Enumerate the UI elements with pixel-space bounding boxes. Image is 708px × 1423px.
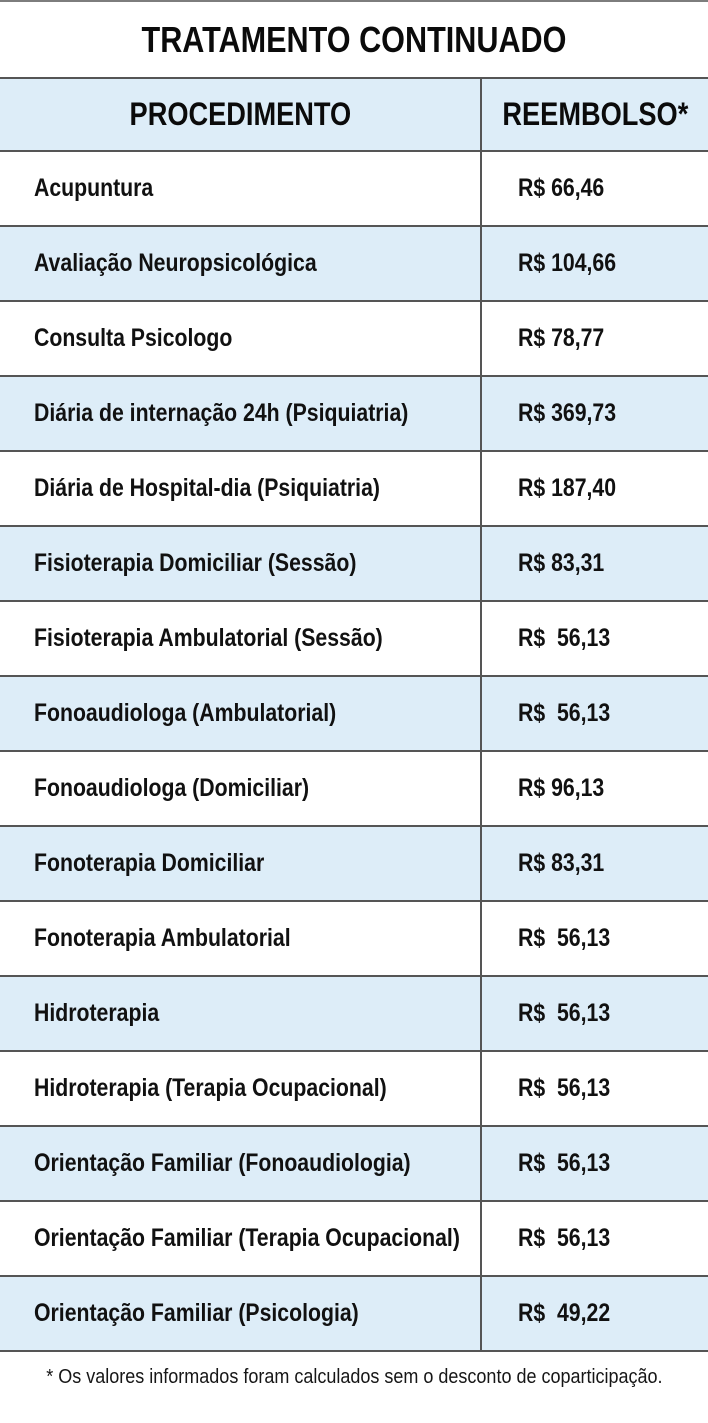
procedure-cell: Diária de Hospital-dia (Psiquiatria) — [0, 452, 482, 525]
procedure-label: Acupuntura — [34, 174, 154, 202]
table-row: Fisioterapia Ambulatorial (Sessão) R$ 56… — [0, 602, 708, 677]
table-row: Orientação Familiar (Psicologia) R$ 49,2… — [0, 1277, 708, 1352]
table-row: Fisioterapia Domiciliar (Sessão) R$ 83,3… — [0, 527, 708, 602]
table-row: Hidroterapia R$ 56,13 — [0, 977, 708, 1052]
reimbursement-value: R$ 56,13 — [518, 1074, 611, 1102]
procedure-cell: Hidroterapia (Terapia Ocupacional) — [0, 1052, 482, 1125]
reimbursement-value: R$ 83,31 — [518, 549, 605, 577]
table-row: Fonoaudiologa (Ambulatorial) R$ 56,13 — [0, 677, 708, 752]
procedure-label: Fisioterapia Ambulatorial (Sessão) — [34, 624, 383, 652]
reimbursement-value: R$ 56,13 — [518, 1224, 611, 1252]
procedure-cell: Fonoterapia Domiciliar — [0, 827, 482, 900]
page-title: TRATAMENTO CONTINUADO — [0, 2, 708, 77]
reimbursement-value: R$ 56,13 — [518, 1149, 611, 1177]
procedure-label: Hidroterapia — [34, 999, 160, 1027]
reimbursement-cell: R$ 104,66 — [482, 227, 708, 300]
procedure-cell: Fonoaudiologa (Ambulatorial) — [0, 677, 482, 750]
procedure-label: Consulta Psicologo — [34, 324, 233, 352]
procedure-cell: Hidroterapia — [0, 977, 482, 1050]
footnote: * Os valores informados foram calculados… — [0, 1366, 708, 1389]
page-title-text: TRATAMENTO CONTINUADO — [141, 18, 567, 60]
procedure-label: Orientação Familiar (Terapia Ocupacional… — [34, 1224, 460, 1252]
procedure-label: Hidroterapia (Terapia Ocupacional) — [34, 1074, 387, 1102]
procedure-label: Avaliação Neuropsicológica — [34, 249, 317, 277]
reimbursement-value: R$ 83,31 — [518, 849, 605, 877]
reimbursement-cell: R$ 96,13 — [482, 752, 708, 825]
procedure-cell: Acupuntura — [0, 152, 482, 225]
reimbursement-cell: R$ 66,46 — [482, 152, 708, 225]
reimbursement-value: R$ 56,13 — [518, 699, 611, 727]
procedure-cell: Fonoaudiologa (Domiciliar) — [0, 752, 482, 825]
procedure-label: Fisioterapia Domiciliar (Sessão) — [34, 549, 357, 577]
procedure-cell: Diária de internação 24h (Psiquiatria) — [0, 377, 482, 450]
table-row: Diária de internação 24h (Psiquiatria) R… — [0, 377, 708, 452]
reimbursement-table: PROCEDIMENTO REEMBOLSO* Acupuntura R$ 66… — [0, 77, 708, 1352]
table-row: Fonoaudiologa (Domiciliar) R$ 96,13 — [0, 752, 708, 827]
table-row: Avaliação Neuropsicológica R$ 104,66 — [0, 227, 708, 302]
reimbursement-value: R$ 56,13 — [518, 624, 611, 652]
reimbursement-cell: R$ 49,22 — [482, 1277, 708, 1350]
procedure-label: Diária de Hospital-dia (Psiquiatria) — [34, 474, 380, 502]
reimbursement-cell: R$ 56,13 — [482, 1202, 708, 1275]
reimbursement-cell: R$ 56,13 — [482, 902, 708, 975]
procedure-label: Fonoaudiologa (Domiciliar) — [34, 774, 310, 802]
procedure-label: Diária de internação 24h (Psiquiatria) — [34, 399, 409, 427]
reimbursement-cell: R$ 56,13 — [482, 602, 708, 675]
procedure-label: Orientação Familiar (Psicologia) — [34, 1299, 359, 1327]
procedure-cell: Orientação Familiar (Terapia Ocupacional… — [0, 1202, 482, 1275]
procedure-label: Fonoaudiologa (Ambulatorial) — [34, 699, 337, 727]
table-row: Acupuntura R$ 66,46 — [0, 152, 708, 227]
top-border-line — [0, 0, 708, 2]
reimbursement-cell: R$ 83,31 — [482, 527, 708, 600]
procedure-cell: Avaliação Neuropsicológica — [0, 227, 482, 300]
procedure-cell: Orientação Familiar (Psicologia) — [0, 1277, 482, 1350]
procedure-cell: Fisioterapia Domiciliar (Sessão) — [0, 527, 482, 600]
table-row: Orientação Familiar (Terapia Ocupacional… — [0, 1202, 708, 1277]
reimbursement-cell: R$ 78,77 — [482, 302, 708, 375]
table-body: Acupuntura R$ 66,46 Avaliação Neuropsico… — [0, 152, 708, 1352]
procedure-label: Orientação Familiar (Fonoaudiologia) — [34, 1149, 411, 1177]
footnote-text: * Os valores informados foram calculados… — [45, 1366, 663, 1388]
procedure-cell: Consulta Psicologo — [0, 302, 482, 375]
procedure-cell: Fisioterapia Ambulatorial (Sessão) — [0, 602, 482, 675]
reimbursement-value: R$ 369,73 — [518, 399, 617, 427]
reimbursement-value: R$ 56,13 — [518, 924, 611, 952]
procedure-cell: Orientação Familiar (Fonoaudiologia) — [0, 1127, 482, 1200]
table-row: Consulta Psicologo R$ 78,77 — [0, 302, 708, 377]
column-header-procedimento: PROCEDIMENTO — [0, 79, 482, 150]
reimbursement-cell: R$ 56,13 — [482, 977, 708, 1050]
procedure-cell: Fonoterapia Ambulatorial — [0, 902, 482, 975]
reimbursement-cell: R$ 56,13 — [482, 677, 708, 750]
table-row: Fonoterapia Domiciliar R$ 83,31 — [0, 827, 708, 902]
reimbursement-value: R$ 96,13 — [518, 774, 605, 802]
table-row: Fonoterapia Ambulatorial R$ 56,13 — [0, 902, 708, 977]
table-row: Diária de Hospital-dia (Psiquiatria) R$ … — [0, 452, 708, 527]
reimbursement-cell: R$ 187,40 — [482, 452, 708, 525]
reimbursement-cell: R$ 369,73 — [482, 377, 708, 450]
table-row: Hidroterapia (Terapia Ocupacional) R$ 56… — [0, 1052, 708, 1127]
reimbursement-value: R$ 49,22 — [518, 1299, 611, 1327]
reimbursement-value: R$ 187,40 — [518, 474, 617, 502]
reimbursement-value: R$ 104,66 — [518, 249, 617, 277]
reimbursement-cell: R$ 56,13 — [482, 1052, 708, 1125]
reimbursement-cell: R$ 56,13 — [482, 1127, 708, 1200]
table-header-row: PROCEDIMENTO REEMBOLSO* — [0, 79, 708, 152]
column-header-reembolso: REEMBOLSO* — [482, 79, 708, 150]
reimbursement-value: R$ 66,46 — [518, 174, 605, 202]
table-row: Orientação Familiar (Fonoaudiologia) R$ … — [0, 1127, 708, 1202]
procedure-label: Fonoterapia Domiciliar — [34, 849, 265, 877]
reimbursement-cell: R$ 83,31 — [482, 827, 708, 900]
procedure-label: Fonoterapia Ambulatorial — [34, 924, 291, 952]
reimbursement-value: R$ 78,77 — [518, 324, 605, 352]
column-header-reembolso-label: REEMBOLSO* — [502, 96, 688, 132]
reimbursement-value: R$ 56,13 — [518, 999, 611, 1027]
column-header-procedimento-label: PROCEDIMENTO — [129, 96, 351, 132]
